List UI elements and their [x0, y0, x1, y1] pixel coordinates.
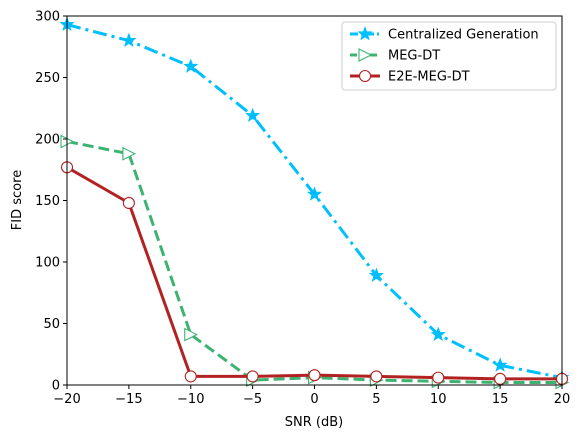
- data-point-e2e-meg-dt: [370, 370, 383, 383]
- y-tick-label: 100: [35, 256, 60, 271]
- data-point-e2e-meg-dt: [184, 370, 197, 383]
- data-point-centralized-generation: [306, 186, 323, 201]
- y-axis-ticks: 0 50 100 150 200 250 300: [35, 10, 67, 394]
- legend-label: Centralized Generation: [388, 28, 539, 43]
- data-point-centralized-generation: [121, 32, 137, 48]
- data-point-e2e-meg-dt: [308, 369, 321, 382]
- y-tick-label: 0: [52, 379, 60, 394]
- y-axis-label: FID score: [10, 170, 25, 230]
- y-tick-label: 50: [43, 317, 60, 332]
- x-axis-ticks: −20 −15 −10 −5 0 5 10 15 20: [53, 385, 570, 407]
- data-point-meg-dt: [184, 327, 198, 342]
- x-tick-label: 5: [372, 392, 380, 407]
- legend-box: [341, 21, 557, 91]
- legend-marker: [357, 26, 373, 41]
- legend-label: E2E-MEG-DT: [388, 70, 470, 85]
- data-point-e2e-meg-dt: [432, 371, 445, 384]
- x-tick-label: 0: [310, 392, 318, 407]
- series-meg-dt: [60, 134, 570, 390]
- x-axis-label: SNR (dB): [285, 415, 343, 430]
- legend-marker: [358, 48, 373, 62]
- legend-marker: [358, 69, 372, 83]
- x-tick-label: −5: [243, 392, 262, 407]
- x-tick-label: −15: [115, 392, 142, 407]
- data-point-centralized-generation: [368, 267, 384, 282]
- data-point-centralized-generation: [245, 107, 261, 123]
- y-tick-label: 300: [35, 10, 60, 25]
- data-point-e2e-meg-dt: [246, 370, 259, 383]
- series-line-meg-dt: [66, 139, 562, 385]
- legend: Centralized Generation MEG-DT E2E-MEG-DT: [341, 21, 557, 91]
- data-point-meg-dt: [122, 146, 137, 161]
- x-tick-label: 10: [430, 392, 447, 407]
- y-tick-label: 250: [35, 71, 60, 86]
- x-tick-label: −20: [53, 392, 80, 407]
- x-tick-label: −10: [177, 392, 204, 407]
- data-point-centralized-generation: [492, 357, 508, 372]
- y-tick-label: 150: [35, 194, 60, 209]
- x-tick-label: 15: [492, 392, 509, 407]
- series-e2e-meg-dt: [60, 161, 569, 385]
- legend-entry-centralized-generation: Centralized Generation: [350, 26, 539, 43]
- x-tick-label: 20: [554, 392, 571, 407]
- data-point-e2e-meg-dt: [494, 372, 507, 385]
- legend-label: MEG-DT: [388, 49, 440, 64]
- data-point-e2e-meg-dt: [122, 196, 135, 210]
- legend-entry-e2e-meg-dt: E2E-MEG-DT: [350, 70, 470, 85]
- data-point-centralized-generation: [430, 326, 446, 341]
- y-tick-label: 200: [35, 133, 60, 148]
- data-point-centralized-generation: [183, 58, 199, 73]
- legend-entry-meg-dt: MEG-DT: [350, 48, 440, 64]
- series-line-e2e-meg-dt: [66, 165, 562, 381]
